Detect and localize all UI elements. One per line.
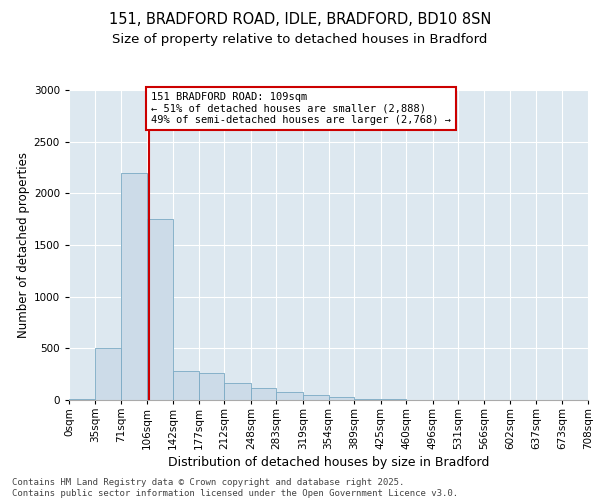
Text: Contains HM Land Registry data © Crown copyright and database right 2025.
Contai: Contains HM Land Registry data © Crown c… [12,478,458,498]
Bar [173,371,199,400]
Bar [121,172,147,400]
Bar [277,392,303,400]
Y-axis label: Number of detached properties: Number of detached properties [17,152,29,338]
X-axis label: Distribution of detached houses by size in Bradford: Distribution of detached houses by size … [168,456,489,469]
Text: 151, BRADFORD ROAD, IDLE, BRADFORD, BD10 8SN: 151, BRADFORD ROAD, IDLE, BRADFORD, BD10… [109,12,491,28]
Bar [251,388,277,400]
Bar [329,397,354,400]
Bar [199,373,224,400]
Bar [95,348,121,400]
Text: 151 BRADFORD ROAD: 109sqm
← 51% of detached houses are smaller (2,888)
49% of se: 151 BRADFORD ROAD: 109sqm ← 51% of detac… [151,92,451,126]
Bar [224,384,251,400]
Bar [303,395,329,400]
Bar [354,399,380,400]
Text: Size of property relative to detached houses in Bradford: Size of property relative to detached ho… [112,32,488,46]
Bar [147,219,173,400]
